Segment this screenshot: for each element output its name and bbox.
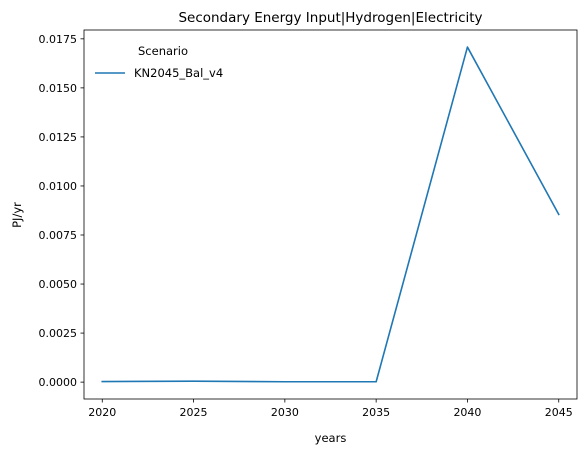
y-axis-label: PJ/yr — [10, 202, 24, 228]
series-line-kn2045-bal-v4 — [101, 46, 560, 383]
x-axis-label: years — [315, 431, 347, 445]
y-tick-label: 0.0050 — [39, 278, 78, 291]
x-tick-label: 2020 — [88, 406, 116, 419]
x-tick-label: 2045 — [545, 406, 573, 419]
y-tick-label: 0.0125 — [39, 131, 78, 144]
y-tick-label: 0.0175 — [39, 33, 78, 46]
x-tick-label: 2040 — [453, 406, 481, 419]
y-axis: 0.0000 0.0025 0.0050 0.0075 0.0100 0.0125 0.01… — [39, 33, 84, 389]
plot-frame — [83, 29, 578, 400]
y-tick-label: 0.0000 — [39, 376, 78, 389]
chart-title: Secondary Energy Input|Hydrogen|Electric… — [178, 10, 482, 26]
series-layer — [101, 46, 560, 383]
y-tick-label: 0.0075 — [39, 229, 78, 242]
legend-title: Scenario — [138, 44, 188, 58]
y-tick-label: 0.0025 — [39, 327, 78, 340]
y-tick-label: 0.0100 — [39, 180, 78, 193]
x-axis: 2020 2025 2030 2035 2040 2045 — [88, 399, 573, 419]
legend-label-kn2045-bal-v4: KN2045_Bal_v4 — [134, 66, 223, 80]
x-tick-label: 2025 — [180, 406, 208, 419]
x-tick-label: 2030 — [271, 406, 299, 419]
x-tick-label: 2035 — [362, 406, 390, 419]
y-tick-label: 0.0150 — [39, 82, 78, 95]
legend: Scenario KN2045_Bal_v4 — [95, 44, 223, 80]
